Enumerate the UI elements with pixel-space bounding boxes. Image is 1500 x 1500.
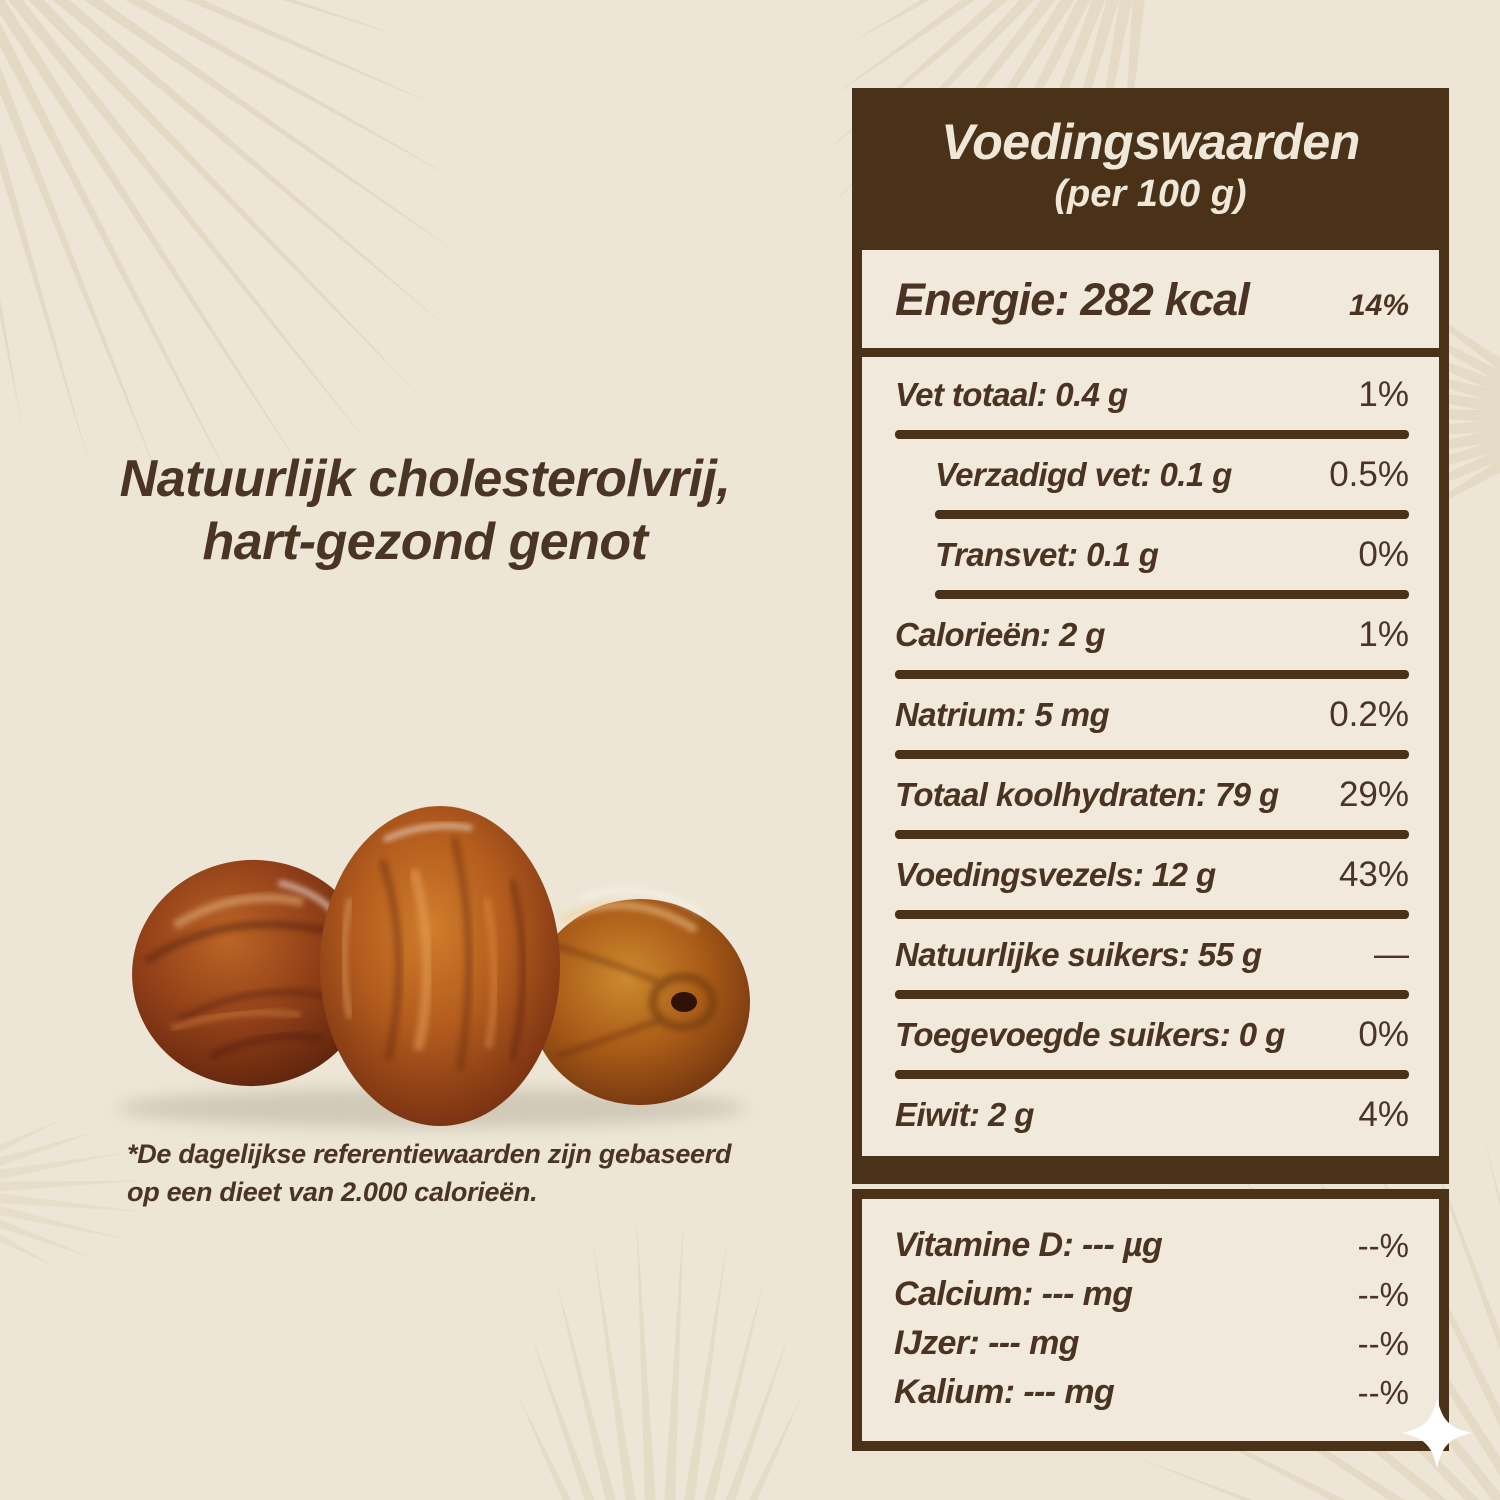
nutrient-row-calories: Calorieën: 2 g 1% — [895, 614, 1409, 654]
headline: Natuurlijk cholesterolvrij, hart-gezond … — [30, 448, 820, 575]
micro-row-vitamin-d: Vitamine D: --- µg --% — [894, 1226, 1409, 1264]
micro-row-calcium: Calcium: --- mg --% — [894, 1275, 1409, 1313]
row-divider — [895, 1070, 1409, 1079]
row-divider — [895, 750, 1409, 759]
sparkle-icon — [1402, 1398, 1472, 1468]
nutrition-label-body: Energie: 282 kcal 14% Vet totaal: 0.4 g … — [852, 250, 1449, 1156]
headline-line-1: Natuurlijk cholesterolvrij, — [119, 450, 731, 508]
nutrient-row-natural-sugars: Natuurlijke suikers: 55 g — — [895, 934, 1409, 974]
footnote-line-1: *De dagelijkse referentiewaarden zijn ge… — [127, 1139, 732, 1169]
micro-row-iron: IJzer: --- mg --% — [894, 1324, 1409, 1362]
dates-photo — [117, 806, 750, 1128]
nutrient-row-protein: Eiwit: 2 g 4% — [895, 1094, 1409, 1134]
micro-row-potassium: Kalium: --- mg --% — [894, 1373, 1409, 1411]
row-divider — [895, 830, 1409, 839]
energy-daily-value: 14% — [1348, 289, 1409, 322]
nutrient-row-fiber: Voedingsvezels: 12 g 43% — [895, 854, 1409, 894]
nutrition-label-header: Voedingswaarden (per 100 g) — [852, 88, 1449, 250]
energy-value: Energie: 282 kcal — [895, 274, 1250, 325]
nutrient-row-carbohydrates: Totaal koolhydraten: 79 g 29% — [895, 774, 1409, 814]
row-divider — [935, 590, 1409, 599]
footnote-line-2: op een dieet van 2.000 calorieën. — [127, 1176, 538, 1207]
nutrient-row-added-sugars: Toegevoegde suikers: 0 g 0% — [895, 1014, 1409, 1054]
nutrient-row-fat: Vet totaal: 0.4 g 1% — [895, 374, 1409, 414]
nutrient-row-saturated-fat: Verzadigd vet: 0.1 g 0.5% — [935, 454, 1409, 494]
label-title: Voedingswaarden — [941, 114, 1360, 170]
nutrient-row-sodium: Natrium: 5 mg 0.2% — [895, 694, 1409, 734]
energy-row: Energie: 282 kcal 14% — [862, 250, 1439, 357]
row-divider — [895, 990, 1409, 999]
nutrient-rows: Vet totaal: 0.4 g 1% Verzadigd vet: 0.1 … — [862, 357, 1439, 1156]
row-divider — [935, 510, 1409, 519]
label-subtitle: (per 100 g) — [1054, 172, 1247, 215]
row-divider — [895, 430, 1409, 439]
footnote: *De dagelijkse referentiewaarden zijn ge… — [127, 1136, 827, 1212]
headline-line-2: hart-gezond genot — [202, 513, 648, 572]
micronutrients-box: Vitamine D: --- µg --% Calcium: --- mg -… — [852, 1189, 1449, 1451]
row-divider — [895, 910, 1409, 919]
row-divider — [895, 670, 1409, 679]
thick-divider — [852, 1156, 1449, 1184]
nutrition-label: Voedingswaarden (per 100 g) Energie: 282… — [852, 88, 1449, 1451]
nutrient-row-trans-fat: Transvet: 0.1 g 0% — [935, 534, 1409, 574]
